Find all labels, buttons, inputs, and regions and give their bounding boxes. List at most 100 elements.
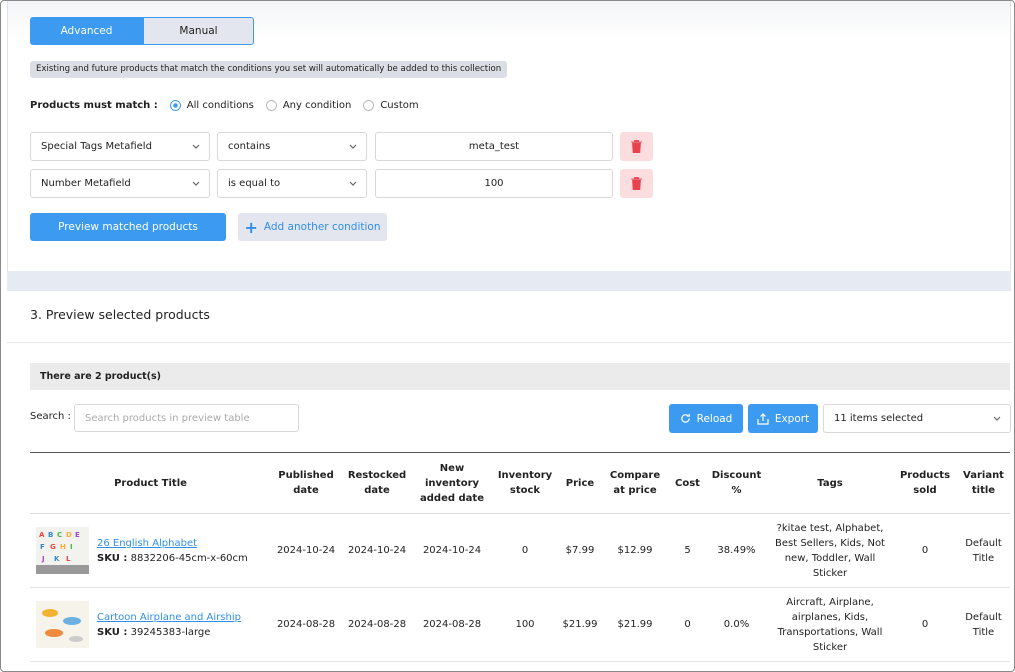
cell-published: 2024-10-24 — [271, 513, 341, 588]
info-note: Existing and future products that match … — [30, 61, 508, 78]
product-info: Cartoon Airplane and Airship SKU : 392453… — [36, 601, 268, 648]
chevron — [192, 144, 200, 149]
radio-label[interactable]: Custom — [380, 100, 419, 111]
match-row: Products must match : All conditions Any c… — [30, 99, 419, 113]
cell-restocked: 2024-08-28 — [341, 587, 413, 662]
operator-label: contains — [228, 141, 271, 152]
search-label: Search : — [30, 411, 71, 422]
field-label: Special Tags Metafield — [41, 141, 152, 152]
search-input[interactable]: Search products in preview table — [74, 404, 299, 432]
svg-text:K: K — [54, 555, 60, 563]
svg-text:J: J — [41, 555, 45, 563]
field-select[interactable]: Special Tags Metafield — [30, 132, 210, 161]
cell-variant: Default Title — [957, 587, 1010, 662]
radio[interactable] — [363, 99, 375, 111]
svg-text:B: B — [48, 531, 53, 539]
column-header: Price — [559, 452, 601, 514]
cell-tags: Aircraft, Airplane, airplanes, Kids, Tra… — [767, 587, 893, 662]
radio-label[interactable]: Any condition — [282, 100, 352, 111]
product-thumbnail — [36, 601, 89, 648]
cell-cost: 5 — [669, 513, 706, 588]
columns-select[interactable]: 11 items selected — [823, 404, 1011, 433]
value-input[interactable]: meta_test — [375, 132, 613, 161]
chevron — [349, 181, 357, 186]
count-bar: There are 2 product(s) — [30, 363, 1010, 390]
column-header: New inventory added date — [413, 452, 491, 514]
reload-button[interactable]: Reload — [669, 404, 743, 433]
export-icon — [757, 412, 769, 425]
product-link[interactable]: Cartoon Airplane and Airship — [97, 611, 241, 623]
cell-sold: 0 — [893, 513, 957, 588]
svg-text:I: I — [70, 543, 73, 551]
sku-value: 39245383-large — [130, 626, 211, 638]
cell-discount: 0.0% — [706, 587, 767, 662]
cell-restocked: 2024-10-24 — [341, 513, 413, 588]
product-cell: Cartoon Airplane and Airship SKU : 392453… — [30, 587, 271, 662]
svg-text:H: H — [60, 543, 66, 551]
cell-stock: 100 — [491, 587, 559, 662]
cell-published: 2024-08-28 — [271, 587, 341, 662]
sku-label: SKU : — [97, 626, 128, 638]
radio-label[interactable]: All conditions — [186, 100, 254, 111]
export-button[interactable]: Export — [748, 404, 818, 433]
column-header: Restocked date — [341, 452, 413, 514]
columns-label: 11 items selected — [834, 413, 924, 424]
product-cell: A B C D E F G H I J K L 26 English Alphabet SKU : 883… — [30, 513, 271, 588]
field-label: Number Metafield — [41, 178, 131, 189]
cell-price: $7.99 — [559, 513, 601, 588]
column-header: Discount % — [706, 452, 767, 514]
column-header: Inventory stock — [491, 452, 559, 514]
column-header: Variant title — [957, 452, 1010, 514]
radio[interactable] — [169, 99, 181, 111]
export-label: Export — [774, 412, 810, 425]
preview-button[interactable]: Preview matched products — [30, 213, 226, 241]
svg-text:G: G — [50, 543, 56, 551]
cell-discount: 38.49% — [706, 513, 767, 588]
column-header: Product Title — [30, 452, 271, 514]
operator-select[interactable]: contains — [217, 132, 367, 161]
column-header: Compare at price — [601, 452, 669, 514]
product-text: 26 English Alphabet SKU : 8832206-45cm-x-… — [97, 536, 248, 566]
trash-icon — [631, 140, 642, 153]
column-header: Tags — [767, 452, 893, 514]
chevron — [192, 181, 200, 186]
cell-new-inventory: 2024-08-28 — [413, 587, 491, 662]
chevron — [993, 416, 1001, 421]
radio[interactable] — [265, 99, 277, 111]
cell-compare: $12.99 — [601, 513, 669, 588]
trash-icon — [631, 177, 642, 190]
column-header: Products sold — [893, 452, 957, 514]
operator-select[interactable]: is equal to — [217, 169, 367, 198]
svg-text:E: E — [75, 531, 80, 539]
product-row: Cartoon Airplane and Airship SKU : 392453… — [30, 587, 1010, 662]
products-table: Product Title Published date Restocked dat… — [30, 452, 1010, 662]
field-select[interactable]: Number Metafield — [30, 169, 210, 198]
delete-button[interactable] — [620, 132, 653, 161]
value-input[interactable]: 100 — [375, 169, 613, 198]
section-title: 3. Preview selected products — [30, 307, 210, 322]
reload-label: Reload — [696, 412, 733, 425]
sku-value: 8832206-45cm-x-60cm — [130, 552, 248, 564]
svg-text:C: C — [57, 531, 62, 539]
cell-new-inventory: 2024-10-24 — [413, 513, 491, 588]
column-header: Published date — [271, 452, 341, 514]
product-link[interactable]: 26 English Alphabet — [97, 537, 198, 549]
add-condition-label: Add another condition — [263, 221, 381, 233]
add-condition-button[interactable]: + Add another condition — [238, 213, 387, 241]
product-info: A B C D E F G H I J K L 26 English Alphabet SKU : 883… — [36, 527, 268, 574]
svg-text:L: L — [66, 555, 71, 563]
product-row: A B C D E F G H I J K L 26 English Alphabet SKU : 883… — [30, 513, 1010, 588]
plus-icon: + — [244, 217, 258, 237]
operator-label: is equal to — [228, 178, 281, 189]
svg-text:A: A — [39, 531, 45, 539]
reload-icon — [680, 413, 690, 423]
cell-price: $21.99 — [559, 587, 601, 662]
tab-advanced[interactable]: Advanced — [30, 17, 143, 45]
delete-button[interactable] — [620, 169, 653, 198]
tab-manual[interactable]: Manual — [143, 17, 254, 45]
chevron — [349, 144, 357, 149]
product-thumbnail: A B C D E F G H I J K L — [36, 527, 89, 574]
svg-text:D: D — [66, 531, 72, 539]
product-text: Cartoon Airplane and Airship SKU : 392453… — [97, 610, 241, 640]
